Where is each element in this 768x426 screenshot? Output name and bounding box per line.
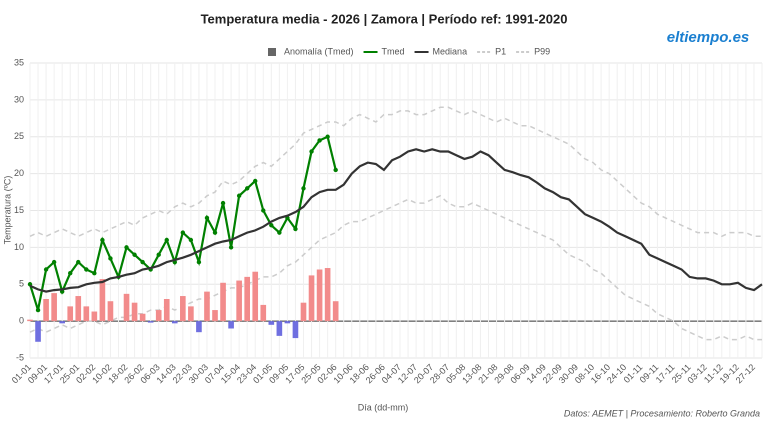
- anomaly-bar: [59, 321, 65, 324]
- anomaly-bar: [188, 306, 194, 322]
- y-tick-label: 15: [14, 205, 24, 215]
- anomaly-bar: [139, 313, 146, 322]
- anomaly-bar: [260, 304, 267, 322]
- anomaly-bar: [324, 268, 331, 322]
- anomaly-bar: [51, 293, 57, 322]
- legend-label: Mediana: [433, 46, 468, 56]
- legend-label: Anomalía (Tmed): [284, 46, 354, 56]
- y-tick-label: 10: [14, 242, 24, 252]
- series-marker: [140, 259, 145, 265]
- anomaly-bar: [236, 280, 242, 322]
- anomaly-bar: [228, 321, 234, 329]
- anomaly-bar: [252, 271, 259, 322]
- legend-swatch: [268, 48, 276, 56]
- series-marker: [76, 259, 81, 265]
- series-marker: [156, 252, 161, 257]
- series-marker: [35, 307, 41, 313]
- series-marker: [333, 167, 338, 173]
- anomaly-bar: [107, 301, 114, 322]
- series-marker: [212, 230, 218, 235]
- series-marker: [124, 245, 129, 250]
- chart-title: Temperatura media - 2026 | Zamora | Perí…: [201, 11, 568, 26]
- anomaly-bar: [27, 319, 33, 322]
- y-tick-label: 35: [14, 57, 24, 67]
- series-marker: [236, 193, 242, 198]
- anomaly-bar: [244, 276, 251, 322]
- series-marker: [301, 186, 306, 191]
- anomaly-bar: [268, 321, 275, 325]
- series-marker: [261, 208, 266, 213]
- anomaly-bar: [147, 321, 154, 323]
- anomaly-bar: [91, 311, 98, 322]
- series-marker: [269, 223, 274, 228]
- logo: eltiempo.es: [667, 29, 750, 46]
- legend-label: P99: [534, 46, 550, 56]
- series-marker: [220, 200, 226, 206]
- series-marker: [244, 186, 250, 191]
- anomaly-bar: [99, 279, 106, 322]
- anomaly-bar: [300, 302, 307, 322]
- anomaly-bar: [35, 321, 41, 342]
- y-tick-label: 5: [19, 279, 24, 289]
- anomaly-bar: [131, 302, 138, 322]
- series-marker: [293, 226, 298, 232]
- series-marker: [180, 230, 186, 235]
- x-axis-label: Día (dd-mm): [358, 402, 409, 412]
- series-marker: [204, 215, 210, 221]
- anomaly-bar: [292, 321, 299, 339]
- series-marker: [196, 259, 202, 265]
- y-tick-label: 20: [14, 168, 24, 178]
- series-line: [29, 194, 762, 341]
- source: Datos: AEMET | Procesamiento: Roberto Gr…: [564, 408, 760, 418]
- anomaly-bar: [123, 293, 130, 322]
- anomaly-bar: [220, 282, 226, 322]
- legend-label: Tmed: [382, 46, 405, 56]
- series-marker: [277, 230, 282, 235]
- anomaly-bar: [43, 299, 49, 322]
- anomaly-bar: [75, 296, 82, 322]
- anomaly-bar: [163, 299, 170, 322]
- series-marker: [51, 259, 57, 265]
- anomaly-bar: [308, 275, 315, 322]
- series-marker: [43, 267, 49, 272]
- anomaly-bar: [180, 296, 186, 322]
- anomaly-bar: [204, 291, 210, 322]
- y-tick-label: 30: [14, 94, 24, 104]
- series-marker: [84, 267, 89, 272]
- series-marker: [188, 237, 194, 243]
- anomaly-bar: [284, 321, 291, 324]
- series-line: [29, 148, 763, 293]
- anomaly-bar: [276, 321, 283, 336]
- y-tick-label: 0: [19, 316, 24, 326]
- series-marker: [108, 256, 113, 261]
- series-marker: [100, 237, 105, 243]
- anomaly-bar: [171, 321, 178, 324]
- anomaly-bar: [83, 306, 90, 322]
- series-marker: [325, 134, 330, 139]
- series-marker: [132, 252, 137, 257]
- series-line: [29, 106, 762, 238]
- series-marker: [164, 237, 169, 243]
- series-marker: [309, 149, 314, 154]
- anomaly-bar: [67, 306, 74, 322]
- y-axis-label: Temperatura (ºC): [2, 176, 12, 245]
- anomaly-bar: [212, 310, 218, 322]
- anomaly-bar: [332, 301, 339, 322]
- anomaly-bar: [155, 310, 162, 322]
- anomaly-bar: [316, 269, 323, 322]
- legend-label: P1: [495, 46, 506, 56]
- y-tick-label: -5: [16, 352, 24, 362]
- y-tick-label: 25: [14, 131, 24, 141]
- series-marker: [228, 245, 234, 250]
- series-marker: [253, 178, 258, 184]
- series-marker: [317, 138, 322, 143]
- series-marker: [68, 270, 73, 276]
- anomaly-bar: [196, 321, 202, 333]
- series-marker: [92, 270, 97, 276]
